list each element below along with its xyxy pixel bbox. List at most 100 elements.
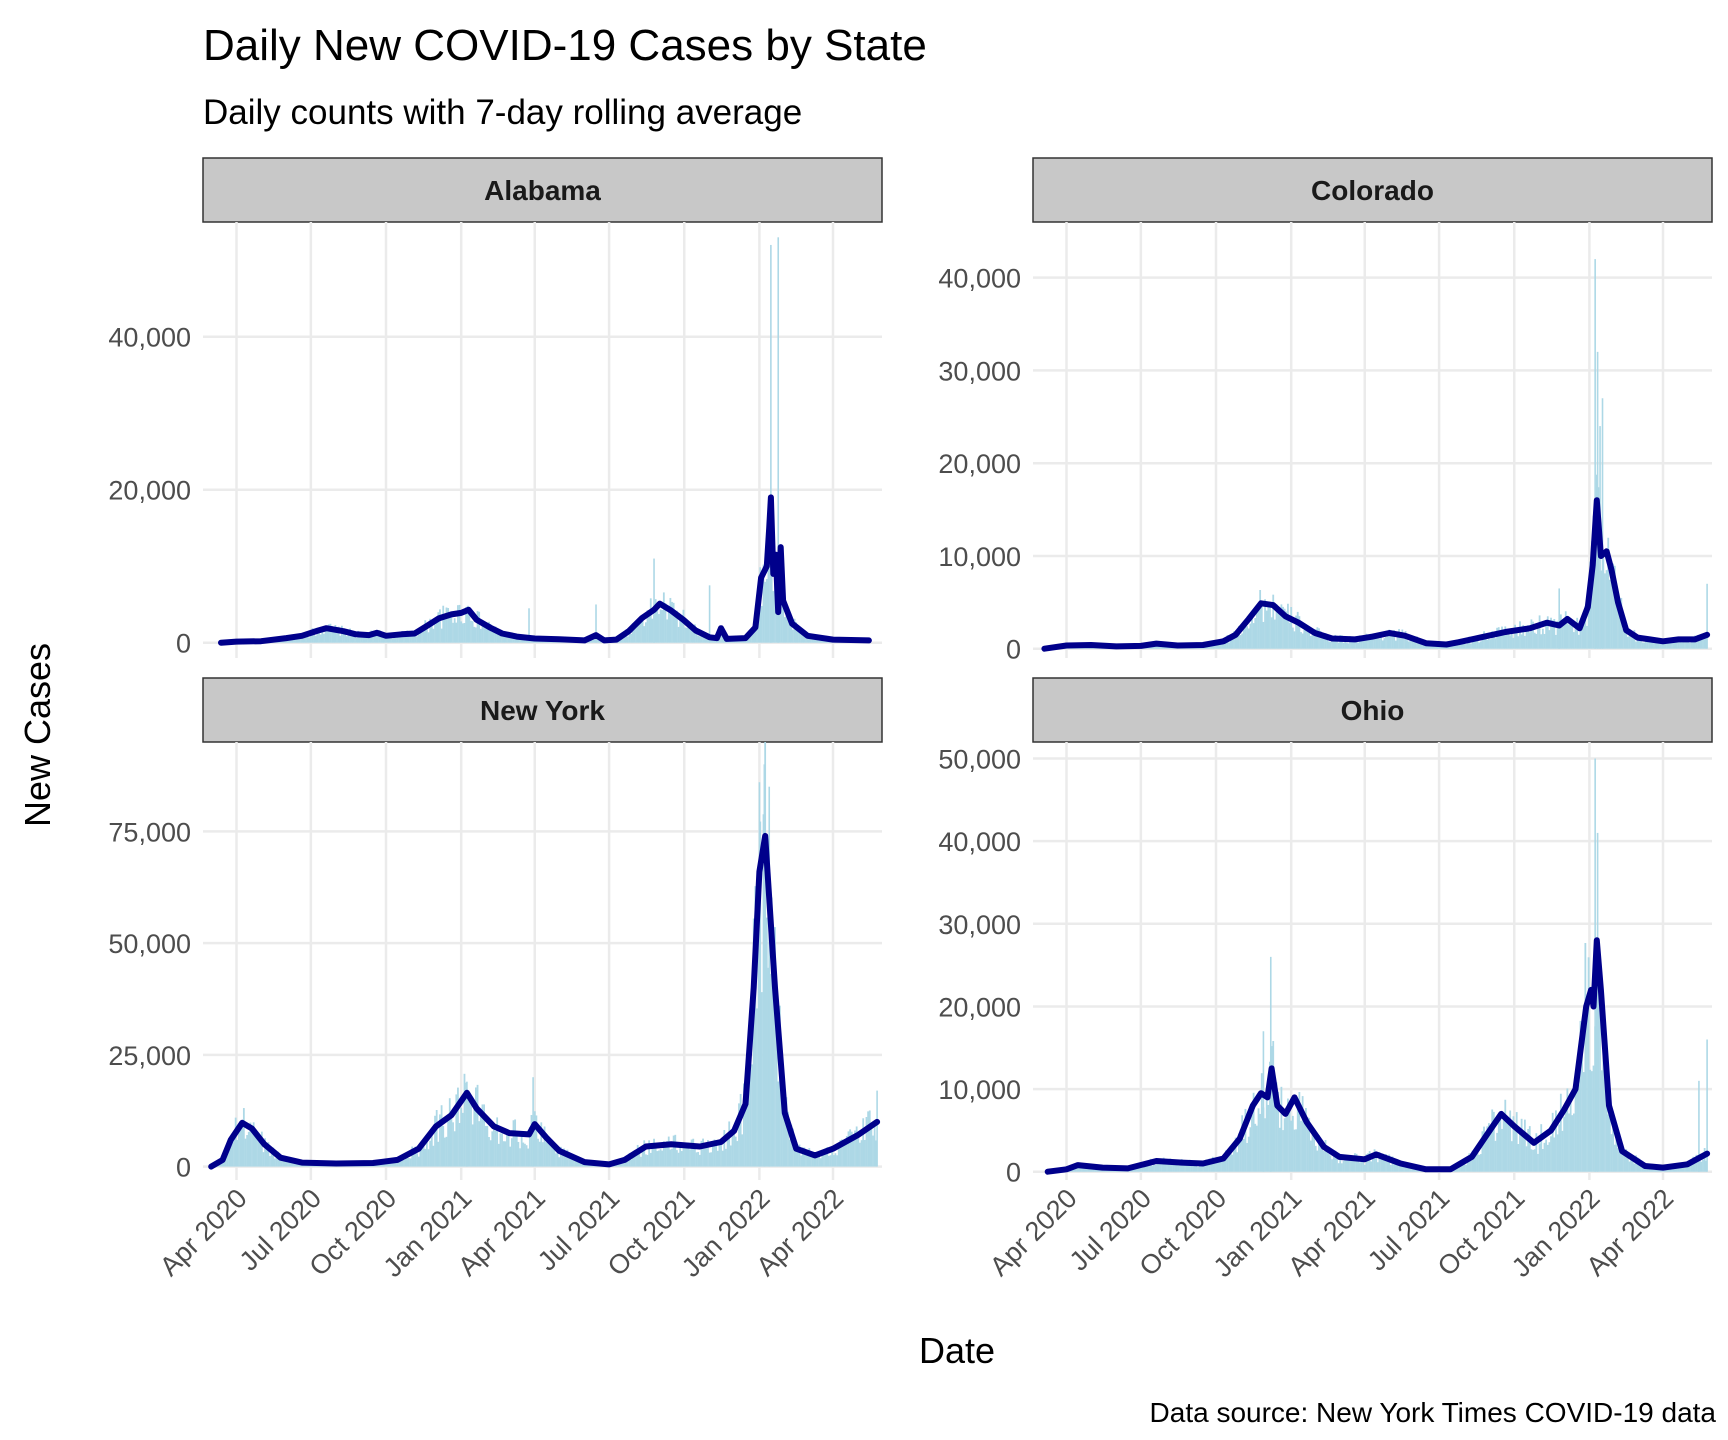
daily-bar [1260,602,1263,649]
daily-bar [1617,599,1619,649]
daily-bar [1532,621,1534,649]
daily-bar [1380,633,1382,649]
daily-bar [429,618,432,643]
daily-bar [1139,1165,1142,1172]
daily-bar [530,1115,533,1167]
daily-bar [494,1130,497,1167]
daily-bar [796,631,799,643]
daily-bar [1630,1155,1633,1172]
facet-strip-label: Ohio [1341,695,1405,726]
daily-bar [666,619,669,643]
daily-bar [690,625,693,643]
daily-bar [1675,642,1678,649]
daily-bar [1698,1153,1701,1172]
daily-bar [496,1117,499,1167]
daily-bar [723,1130,726,1167]
daily-bar [347,634,350,643]
daily-bar [475,627,477,643]
daily-bar [1543,1142,1546,1172]
daily-bar [331,626,333,643]
daily-bar [772,591,775,643]
daily-bar [1604,573,1606,649]
daily-bar [1491,1109,1494,1172]
daily-bar [1414,640,1417,649]
daily-bar [1386,1156,1389,1172]
daily-bar [1277,1091,1280,1172]
daily-bar [1334,634,1337,649]
daily-bar [623,636,626,643]
daily-bar [1568,1113,1570,1172]
daily-bar [1354,641,1356,649]
daily-bar [1527,1128,1530,1172]
daily-bar [728,1121,731,1167]
daily-bar [1584,605,1587,649]
daily-bar [1257,1108,1260,1172]
daily-bar [564,1152,567,1167]
daily-bar [1584,942,1587,1172]
daily-bar [1573,632,1575,649]
daily-bar [1620,1149,1623,1172]
daily-bar [1474,641,1477,649]
daily-bar [450,614,453,643]
daily-bar [618,1163,621,1167]
daily-bar [1319,630,1322,649]
daily-bar [1486,1126,1489,1172]
daily-bar [1283,1118,1286,1172]
daily-bar [640,1156,642,1167]
daily-bar [847,1131,850,1167]
daily-bar [1553,1137,1556,1172]
daily-peak-bar [1601,398,1604,649]
daily-bar [644,622,647,643]
daily-bar [1525,1146,1528,1172]
daily-bar [1357,1159,1360,1172]
daily-bar [1383,1155,1386,1172]
daily-bar [785,1097,788,1167]
daily-bar [1587,601,1590,649]
daily-bar [393,1161,396,1167]
daily-bar [626,636,629,643]
daily-bar [1236,1152,1239,1172]
daily-bar [440,628,443,643]
daily-bar [1291,1115,1294,1172]
rolling-average-line [1041,497,1711,652]
daily-bar [558,1157,561,1167]
y-tick-label: 20,000 [108,476,191,506]
daily-bar [257,1141,260,1167]
daily-bar [754,624,757,643]
daily-bar [1401,629,1404,649]
daily-bar [1404,631,1407,649]
daily-bar [1471,1150,1474,1172]
daily-bar [738,1103,740,1167]
daily-bar [416,636,418,643]
daily-bar [1403,638,1405,649]
daily-bar [1680,642,1683,649]
daily-bar [489,623,492,643]
y-tick-label: 20,000 [938,992,1021,1022]
daily-bar [1550,617,1552,649]
daily-bar [1543,633,1546,649]
daily-bar [1617,1148,1619,1172]
daily-bar [455,1094,458,1167]
facet-strip [202,157,883,223]
daily-bar [1682,1167,1685,1172]
daily-bar [1651,637,1654,649]
daily-bar [233,1138,235,1167]
daily-bar [406,1152,409,1167]
daily-bar [1476,638,1479,649]
daily-bar [764,581,767,643]
daily-bar [764,742,767,1167]
daily-bar [1298,616,1301,649]
daily-bar [435,622,438,643]
daily-bar [685,627,688,643]
daily-bar [1434,644,1436,649]
daily-bar [1246,626,1248,649]
daily-bar [1313,629,1315,649]
daily-bar [1154,645,1157,649]
daily-bar [489,1140,492,1167]
daily-bar [1555,1110,1557,1172]
daily-bar [595,637,598,643]
daily-bar [1241,1115,1244,1172]
daily-bar [360,633,363,643]
daily-bar [577,1161,580,1167]
daily-bar [801,630,804,643]
